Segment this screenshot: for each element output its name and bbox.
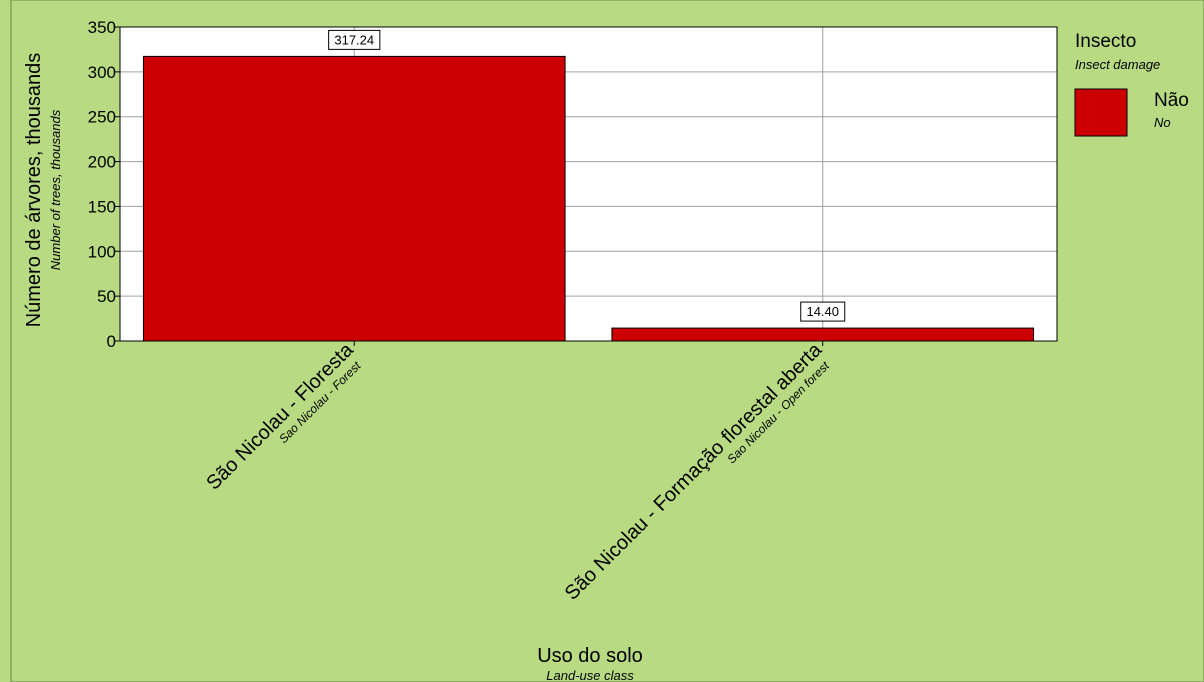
y-tick-label: 0 [107, 332, 116, 351]
y-tick-label: 50 [97, 287, 116, 306]
legend-title: Insecto [1075, 31, 1136, 52]
y-axis: 0 50 100 150 200 250 300 350 [88, 18, 120, 351]
legend-subtitle: Insect damage [1075, 57, 1160, 72]
legend-series-label: Não [1154, 90, 1189, 111]
y-tick-label: 250 [88, 108, 116, 127]
y-axis-title: Número de árvores, thousands Number of t… [23, 53, 63, 328]
x-axis-label: Uso do solo [537, 645, 643, 667]
y-tick-label: 100 [88, 242, 116, 261]
bar [142, 55, 566, 342]
y-axis-sublabel: Number of trees, thousands [48, 109, 63, 270]
y-axis-label: Número de árvores, thousands [23, 53, 45, 328]
y-tick-label: 200 [88, 153, 116, 172]
legend: Insecto Insect damage Não No [1074, 31, 1189, 137]
plot-border [119, 26, 1058, 342]
bars: 317.24 14.40 [142, 29, 1035, 342]
data-label-box [328, 29, 381, 50]
data-label: 14.40 [806, 304, 839, 319]
data-label-box [800, 301, 846, 322]
legend-swatch [1074, 88, 1128, 137]
legend-series-sublabel: No [1154, 115, 1171, 130]
x-tick-label: São Nicolau - Formação florestal aberta [561, 338, 827, 604]
y-tick-label: 350 [88, 18, 116, 37]
y-tick-label: 300 [88, 63, 116, 82]
y-tick-label: 150 [88, 197, 116, 216]
data-label: 317.24 [334, 32, 374, 47]
page-frame [10, 0, 1204, 682]
bar [611, 327, 1035, 342]
x-tick-label: São Nicolau - Floresta [202, 338, 358, 494]
x-axis-sublabel: Land-use class [546, 668, 634, 682]
x-tick-label-group: São Nicolau - Formação florestal abertaS… [561, 338, 833, 604]
